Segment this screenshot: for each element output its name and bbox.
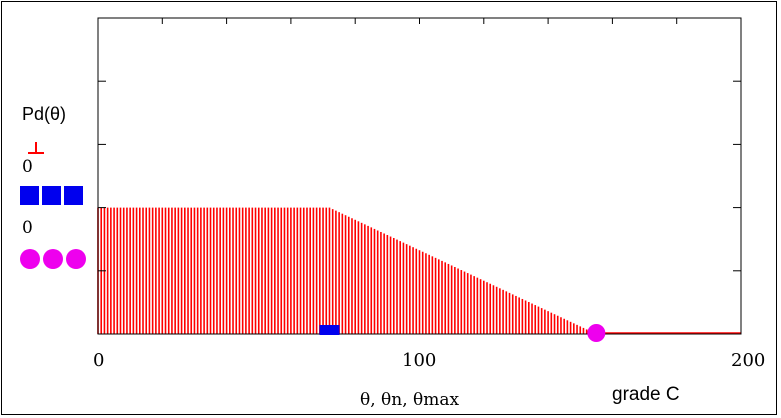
legend-theta-max-dot [66, 249, 86, 269]
theta-max-marker [587, 324, 606, 342]
x-tick-label-100: 100 [402, 350, 437, 371]
legend-theta-max-value: 0 [22, 218, 33, 238]
x-ticks [161, 18, 678, 24]
legend-theta-n-square [42, 186, 61, 205]
data-bars [97, 207, 741, 334]
y-ticks [98, 80, 741, 272]
x-tick-label-0: 0 [93, 350, 105, 371]
legend-glyphs [20, 142, 86, 269]
legend-theta-max-dot [20, 249, 40, 269]
legend-pd-glyph [28, 142, 44, 154]
legend-theta-max-dot [43, 249, 63, 269]
legend-theta-n-square [20, 186, 39, 205]
point-markers [319, 324, 606, 342]
legend-theta-n-value: 0 [22, 157, 33, 177]
x-axis-label: θ, θn, θmax [360, 390, 460, 410]
chart-caption: grade C [612, 384, 680, 405]
theta-n-marker [319, 325, 340, 335]
x-tick-label-200: 200 [731, 350, 766, 371]
legend-theta-n-square [64, 186, 83, 205]
y-axis-label: Pd(θ) [22, 104, 67, 124]
